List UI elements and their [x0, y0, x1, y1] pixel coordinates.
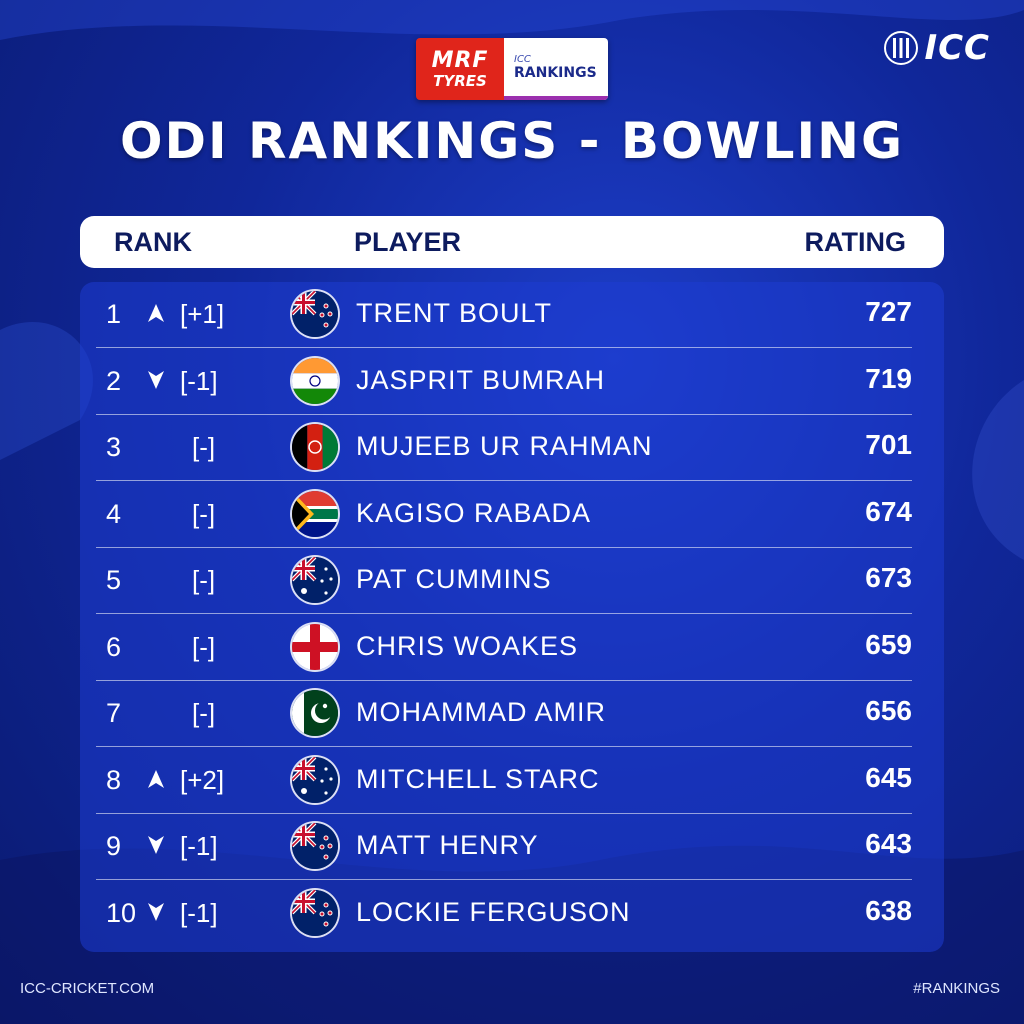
player-rating: 727 — [865, 296, 912, 327]
rank-change: [-] — [192, 698, 216, 728]
ranking-row: 3 [-] MUJEEB UR RAHMAN 701 — [96, 415, 912, 481]
icc-rankings-logo: ICC RANKINGS — [504, 38, 608, 100]
rank-number: 10 — [106, 897, 137, 928]
australia-flag-icon — [292, 756, 338, 803]
player-name: TRENT BOULT — [356, 298, 553, 328]
new-zealand-flag-icon — [292, 291, 338, 337]
rank-number: 1 — [106, 299, 122, 329]
row-divider — [96, 879, 912, 880]
ranking-row: 2 [-1] JASPRIT BUMRAH 719 — [96, 349, 912, 415]
footer-website: ICC-CRICKET.COM — [20, 980, 155, 997]
row-divider — [96, 812, 912, 814]
player-name: CHRIS WOAKES — [356, 630, 579, 661]
player-rating: 719 — [865, 362, 912, 394]
header-rank: RANK — [114, 227, 192, 257]
player-name: MUJEEB UR RAHMAN — [356, 431, 653, 461]
player-rating: 643 — [865, 828, 912, 859]
player-name: PAT CUMMINS — [356, 564, 552, 594]
rank-up-icon — [148, 769, 164, 788]
mrf-text: MRF — [431, 47, 489, 73]
rank-change: [-1] — [180, 897, 218, 928]
rank-change: [+1] — [180, 299, 225, 329]
player-name: KAGISO RABADA — [356, 497, 592, 528]
ranking-row: 7 [-] MOHAMMAD AMIR 656 — [96, 681, 912, 747]
player-name: LOCKIE FERGUSON — [356, 896, 631, 927]
rank-change: [-] — [192, 432, 216, 462]
ranking-row: 5 [-] PAT CUMMINS 673 — [96, 548, 912, 614]
row-divider — [96, 746, 912, 747]
player-name: MITCHELL STARC — [356, 763, 600, 794]
india-flag-icon — [292, 357, 338, 404]
rank-number: 4 — [106, 498, 122, 529]
ranking-row: 9 [-1] MATT HENRY 643 — [96, 814, 912, 880]
rank-down-icon — [148, 370, 164, 389]
player-name: MOHAMMAD AMIR — [356, 697, 607, 727]
row-divider — [96, 413, 912, 415]
rank-number: 3 — [106, 432, 122, 462]
icc-logo: ICC — [884, 28, 990, 68]
rank-down-icon — [148, 902, 164, 921]
sponsor-logo: MRF TYRES ICC RANKINGS — [416, 38, 608, 100]
rank-change: [-1] — [180, 365, 218, 396]
player-rating: 701 — [865, 429, 912, 460]
rank-change: [-] — [192, 631, 216, 662]
rank-number: 5 — [106, 565, 122, 595]
player-rating: 638 — [865, 894, 912, 926]
new-zealand-flag-icon — [292, 823, 338, 869]
player-rating: 673 — [865, 562, 912, 593]
header-player: PLAYER — [354, 227, 462, 257]
rank-down-icon — [148, 836, 164, 854]
ranking-row: 4 [-] KAGISO RABADA 674 — [96, 482, 912, 548]
rank-number: 6 — [106, 631, 122, 662]
player-rating: 656 — [865, 695, 912, 726]
ranking-row: 6 [-] CHRIS WOAKES 659 — [96, 615, 912, 681]
row-divider — [96, 613, 912, 614]
new-zealand-flag-icon — [292, 889, 338, 936]
ranking-row: 10 [-1] LOCKIE FERGUSON 638 — [96, 881, 912, 947]
page-title: ODI RANKINGS - BOWLING — [120, 112, 904, 170]
icc-stumps-icon — [884, 31, 919, 65]
row-divider — [96, 679, 912, 681]
rank-change: [-1] — [180, 831, 218, 861]
player-rating: 674 — [865, 495, 912, 527]
afghanistan-flag-icon — [292, 424, 338, 470]
row-divider — [96, 480, 912, 481]
icc-logo-text: ICC — [924, 28, 990, 68]
england-flag-icon — [292, 623, 338, 670]
tyres-text: TYRES — [433, 71, 487, 90]
player-rating: 645 — [865, 761, 912, 793]
mrf-tyres-logo: MRF TYRES — [416, 38, 504, 100]
rank-up-icon — [148, 304, 164, 322]
rank-change: [-] — [192, 498, 216, 529]
australia-flag-icon — [292, 557, 338, 603]
header-rating: RATING — [804, 227, 907, 257]
row-divider — [96, 347, 912, 348]
pakistan-flag-icon — [292, 690, 338, 736]
ranking-row: 8 [+2] MITCHELL STARC 645 — [96, 748, 912, 814]
rank-change: [-] — [192, 565, 216, 595]
player-rating: 659 — [865, 628, 912, 660]
icc-small-text: ICC — [514, 53, 531, 65]
rank-number: 7 — [106, 698, 122, 728]
rankings-panel — [80, 282, 944, 952]
footer-hashtag: #RANKINGS — [913, 980, 1000, 997]
rank-change: [+2] — [180, 764, 225, 795]
rank-number: 2 — [106, 365, 122, 396]
player-name: JASPRIT BUMRAH — [356, 364, 606, 395]
rank-number: 8 — [106, 764, 122, 795]
rankings-text: RANKINGS — [514, 64, 597, 81]
table-header: RANK PLAYER RATING — [80, 216, 944, 268]
player-name: MATT HENRY — [356, 830, 539, 860]
rank-number: 9 — [106, 831, 122, 861]
south-africa-flag-icon — [292, 490, 338, 537]
ranking-row: 1 [+1] TRENT BOULT 727 — [96, 282, 912, 348]
row-divider — [96, 546, 912, 548]
